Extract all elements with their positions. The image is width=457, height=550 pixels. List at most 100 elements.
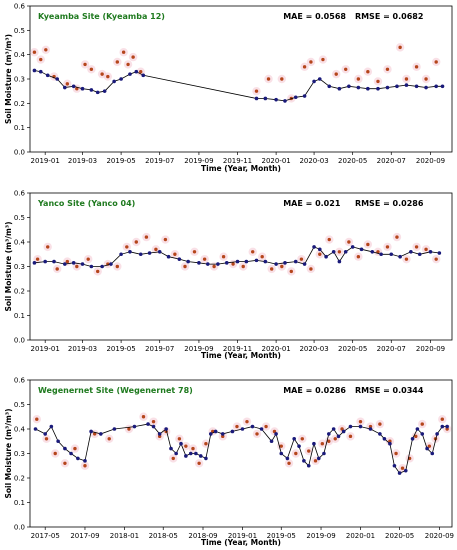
- y-tick-label: 0.4: [14, 426, 26, 434]
- in-situ-point: [347, 84, 351, 89]
- estimated-point: [385, 67, 390, 71]
- in-situ-point: [128, 250, 132, 254]
- estimated-point: [344, 67, 348, 71]
- in-situ-point: [326, 432, 331, 436]
- in-situ-point: [244, 259, 249, 264]
- in-situ-point: [306, 463, 311, 468]
- estimated-point: [294, 451, 298, 456]
- estimated-point: [151, 419, 156, 424]
- estimated-point: [144, 235, 149, 239]
- estimated-point: [414, 65, 419, 69]
- estimated-point: [260, 255, 264, 259]
- estimated-point: [280, 264, 284, 269]
- y-tick-label: 0.5: [14, 27, 25, 35]
- x-tick-label: 2019-01: [31, 157, 60, 165]
- in-situ-point: [89, 429, 93, 434]
- in-situ-point: [32, 68, 37, 73]
- in-situ-point: [312, 79, 316, 84]
- x-tick-label: 2019-01: [228, 532, 257, 540]
- estimated-point: [333, 437, 337, 441]
- estimated-point: [65, 259, 70, 264]
- x-tick-label: 2020-07: [377, 345, 406, 353]
- in-situ-point: [259, 427, 264, 431]
- x-tick-label: 2018-01: [110, 532, 139, 540]
- in-situ-point: [417, 252, 422, 257]
- estimated-point: [235, 424, 239, 429]
- estimated-point: [221, 434, 225, 439]
- estimated-point: [269, 267, 274, 271]
- y-tick-label: 0.6: [14, 190, 26, 198]
- in-situ-point: [440, 424, 445, 429]
- in-situ-point: [392, 463, 397, 468]
- mae-label: MAE = 0.0286: [283, 386, 346, 395]
- in-situ-point: [38, 69, 43, 74]
- site-title: Kyeamba Site (Kyeamba 12): [38, 12, 165, 21]
- in-situ-point: [89, 88, 94, 92]
- y-tick-label: 0.0: [14, 337, 25, 345]
- in-situ-point: [198, 454, 203, 458]
- estimated-point: [414, 434, 418, 439]
- in-situ-point: [102, 89, 107, 93]
- estimated-point: [368, 424, 373, 429]
- site-title: Wegenernet Site (Wegenernet 78): [38, 386, 193, 395]
- y-tick-label: 0.1: [14, 312, 25, 320]
- estimated-point: [163, 237, 168, 242]
- in-situ-point: [63, 446, 67, 451]
- in-situ-point: [358, 424, 363, 429]
- in-situ-point: [389, 252, 394, 257]
- in-situ-point: [43, 432, 47, 436]
- in-situ-point: [366, 86, 370, 91]
- estimated-point: [89, 67, 94, 71]
- estimated-point: [404, 77, 409, 81]
- estimated-point: [32, 50, 37, 54]
- x-tick-label: 2019-05: [106, 345, 135, 353]
- in-situ-point: [409, 250, 413, 254]
- estimated-point: [266, 77, 271, 81]
- in-situ-point: [220, 432, 225, 436]
- in-situ-point: [395, 84, 399, 89]
- estimated-point: [420, 422, 424, 426]
- y-tick-label: 0.5: [14, 214, 25, 222]
- in-situ-point: [147, 251, 152, 255]
- estimated-point: [356, 255, 361, 259]
- in-situ-point: [69, 451, 73, 456]
- estimated-point: [63, 461, 67, 465]
- in-situ-point: [343, 250, 348, 254]
- x-axis-label: Time (Year, Month): [201, 164, 281, 173]
- estimated-point: [44, 48, 48, 52]
- in-situ-point: [254, 258, 259, 263]
- estimated-point: [173, 252, 177, 256]
- in-situ-point: [62, 262, 67, 266]
- estimated-point: [424, 77, 428, 81]
- mae-label: MAE = 0.0568: [283, 12, 346, 21]
- in-situ-point: [368, 427, 373, 431]
- x-tick-label: 2019-09: [184, 345, 213, 353]
- estimated-point: [347, 240, 351, 244]
- y-tick-label: 0.1: [14, 499, 25, 507]
- in-situ-point: [302, 262, 307, 266]
- estimated-point: [131, 55, 135, 59]
- in-situ-point: [99, 432, 103, 436]
- in-situ-point: [292, 437, 296, 441]
- in-situ-point: [415, 427, 420, 431]
- estimated-point: [127, 427, 131, 431]
- in-situ-point: [279, 451, 284, 456]
- estimated-point: [255, 432, 259, 436]
- estimated-point: [313, 459, 318, 463]
- in-situ-point: [128, 72, 132, 76]
- chart-panel-1: 0.0 0.1 0.2 0.3 0.4 0.5 0.6 2019-01 2019-03 2019-…: [4, 3, 453, 173]
- in-situ-point: [440, 84, 445, 89]
- estimated-point: [320, 442, 325, 446]
- y-tick-label: 0.2: [14, 100, 25, 108]
- in-situ-point: [263, 259, 268, 264]
- in-situ-point: [359, 247, 364, 252]
- in-situ-point: [33, 427, 38, 431]
- y-tick-label: 0.5: [14, 401, 25, 409]
- in-situ-point: [45, 73, 50, 78]
- estimated-point: [318, 252, 322, 256]
- x-tick-label: 2018-09: [188, 532, 217, 540]
- x-tick-label: 2019-07: [145, 345, 174, 353]
- estimated-point: [404, 257, 409, 261]
- estimated-point: [202, 257, 207, 261]
- in-situ-point: [414, 84, 419, 89]
